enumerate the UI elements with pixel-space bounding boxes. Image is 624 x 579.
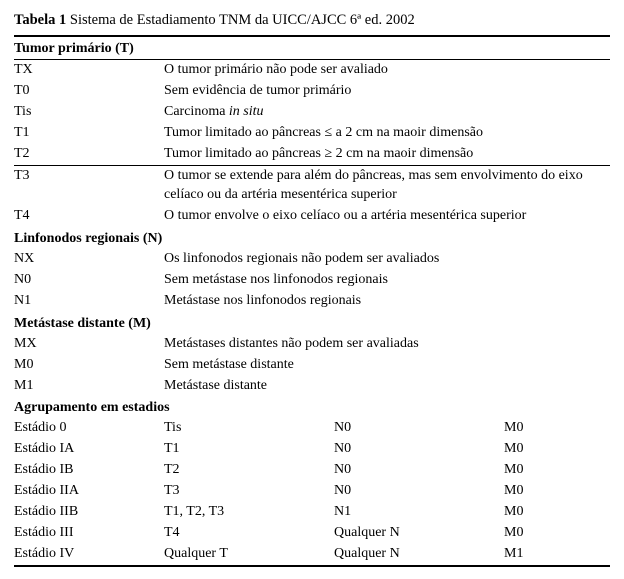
code-cell: T0 [14, 82, 164, 101]
desc-cell: Carcinoma in situ [164, 103, 610, 122]
table-row: T1 Tumor limitado ao pâncreas ≤ a 2 cm n… [14, 123, 610, 144]
stage-n-cell: N0 [334, 482, 504, 501]
stage-m-cell: M0 [504, 461, 584, 480]
caption-text: Sistema de Estadiamento TNM da UICC/AJCC… [70, 12, 415, 28]
stage-m-cell: M0 [504, 419, 584, 438]
code-cell: N0 [14, 271, 164, 290]
table-row: Estádio IIA T3 N0 M0 [14, 481, 610, 502]
section-head-n: Linfonodos regionais (N) [14, 227, 610, 249]
desc-cell: Tumor limitado ao pâncreas ≤ a 2 cm na m… [164, 124, 610, 143]
stage-cell: Estádio IIB [14, 503, 164, 522]
stage-cell: Estádio IA [14, 440, 164, 459]
section-stage-rows: Estádio 0 Tis N0 M0 Estádio IA T1 N0 M0 … [14, 418, 610, 564]
table-row: Estádio IB T2 N0 M0 [14, 460, 610, 481]
table-row: Estádio IV Qualquer T Qualquer N M1 [14, 544, 610, 565]
desc-italic: in situ [229, 104, 264, 119]
table-row: Tis Carcinoma in situ [14, 102, 610, 123]
stage-t-cell: T4 [164, 524, 334, 543]
section-t-rows: TX O tumor primário não pode ser avaliad… [14, 60, 610, 227]
code-cell: NX [14, 250, 164, 269]
stage-n-cell: N0 [334, 461, 504, 480]
code-cell: T2 [14, 145, 164, 164]
code-cell: M0 [14, 356, 164, 375]
stage-t-cell: T1 [164, 440, 334, 459]
stage-t-cell: Tis [164, 419, 334, 438]
desc-cell: O tumor envolve o eixo celíaco ou a arté… [164, 207, 610, 226]
table-row: N1 Metástase nos linfonodos regionais [14, 291, 610, 312]
section-head-m: Metástase distante (M) [14, 312, 610, 334]
section-n-rows: NX Os linfonodos regionais não podem ser… [14, 249, 610, 312]
stage-m-cell: M0 [504, 503, 584, 522]
table-row: T3 O tumor se extende para além do pâncr… [14, 166, 610, 206]
code-cell: T4 [14, 207, 164, 226]
stage-cell: Estádio 0 [14, 419, 164, 438]
code-cell: N1 [14, 292, 164, 311]
code-cell: MX [14, 335, 164, 354]
stage-cell: Estádio IV [14, 545, 164, 564]
desc-cell: Sem evidência de tumor primário [164, 82, 610, 101]
desc-cell: Metástases distantes não podem ser avali… [164, 335, 610, 354]
desc-prefix: Carcinoma [164, 104, 229, 119]
tnm-table: Tumor primário (T) TX O tumor primário n… [14, 35, 610, 567]
stage-t-cell: T1, T2, T3 [164, 503, 334, 522]
section-head-stage: Agrupamento em estadios [14, 396, 610, 418]
stage-t-cell: Qualquer T [164, 545, 334, 564]
table-row: T4 O tumor envolve o eixo celíaco ou a a… [14, 206, 610, 227]
stage-n-cell: Qualquer N [334, 524, 504, 543]
desc-cell: Metástase nos linfonodos regionais [164, 292, 610, 311]
stage-m-cell: M0 [504, 440, 584, 459]
table-row: M0 Sem metástase distante [14, 355, 610, 376]
desc-cell: Os linfonodos regionais não podem ser av… [164, 250, 610, 269]
stage-n-cell: Qualquer N [334, 545, 504, 564]
table-row: Estádio IA T1 N0 M0 [14, 439, 610, 460]
stage-n-cell: N0 [334, 419, 504, 438]
caption-label: Tabela 1 [14, 12, 66, 28]
table-row: Estádio III T4 Qualquer N M0 [14, 523, 610, 544]
code-cell: T3 [14, 167, 164, 205]
desc-cell: O tumor se extende para além do pâncreas… [164, 167, 610, 205]
desc-cell: Sem metástase nos linfonodos regionais [164, 271, 610, 290]
stage-m-cell: M1 [504, 545, 584, 564]
table-row: Estádio 0 Tis N0 M0 [14, 418, 610, 439]
section-head-t: Tumor primário (T) [14, 37, 610, 60]
desc-cell: Metástase distante [164, 377, 610, 396]
stage-n-cell: N0 [334, 440, 504, 459]
desc-cell: Sem metástase distante [164, 356, 610, 375]
desc-cell: Tumor limitado ao pâncreas ≥ 2 cm na mao… [164, 145, 610, 164]
stage-t-cell: T2 [164, 461, 334, 480]
stage-cell: Estádio IB [14, 461, 164, 480]
stage-cell: Estádio IIA [14, 482, 164, 501]
stage-n-cell: N1 [334, 503, 504, 522]
table-caption: Tabela 1 Sistema de Estadiamento TNM da … [14, 12, 610, 29]
code-cell: Tis [14, 103, 164, 122]
code-cell: M1 [14, 377, 164, 396]
table-row: MX Metástases distantes não podem ser av… [14, 334, 610, 355]
table-row: TX O tumor primário não pode ser avaliad… [14, 60, 610, 81]
section-m-rows: MX Metástases distantes não podem ser av… [14, 334, 610, 397]
desc-cell: O tumor primário não pode ser avaliado [164, 61, 610, 80]
table-row: N0 Sem metástase nos linfonodos regionai… [14, 270, 610, 291]
stage-cell: Estádio III [14, 524, 164, 543]
table-row: T2 Tumor limitado ao pâncreas ≥ 2 cm na … [14, 144, 610, 167]
stage-m-cell: M0 [504, 524, 584, 543]
stage-m-cell: M0 [504, 482, 584, 501]
code-cell: T1 [14, 124, 164, 143]
stage-t-cell: T3 [164, 482, 334, 501]
table-row: M1 Metástase distante [14, 376, 610, 397]
code-cell: TX [14, 61, 164, 80]
table-row: Estádio IIB T1, T2, T3 N1 M0 [14, 502, 610, 523]
table-row: NX Os linfonodos regionais não podem ser… [14, 249, 610, 270]
table-row: T0 Sem evidência de tumor primário [14, 81, 610, 102]
